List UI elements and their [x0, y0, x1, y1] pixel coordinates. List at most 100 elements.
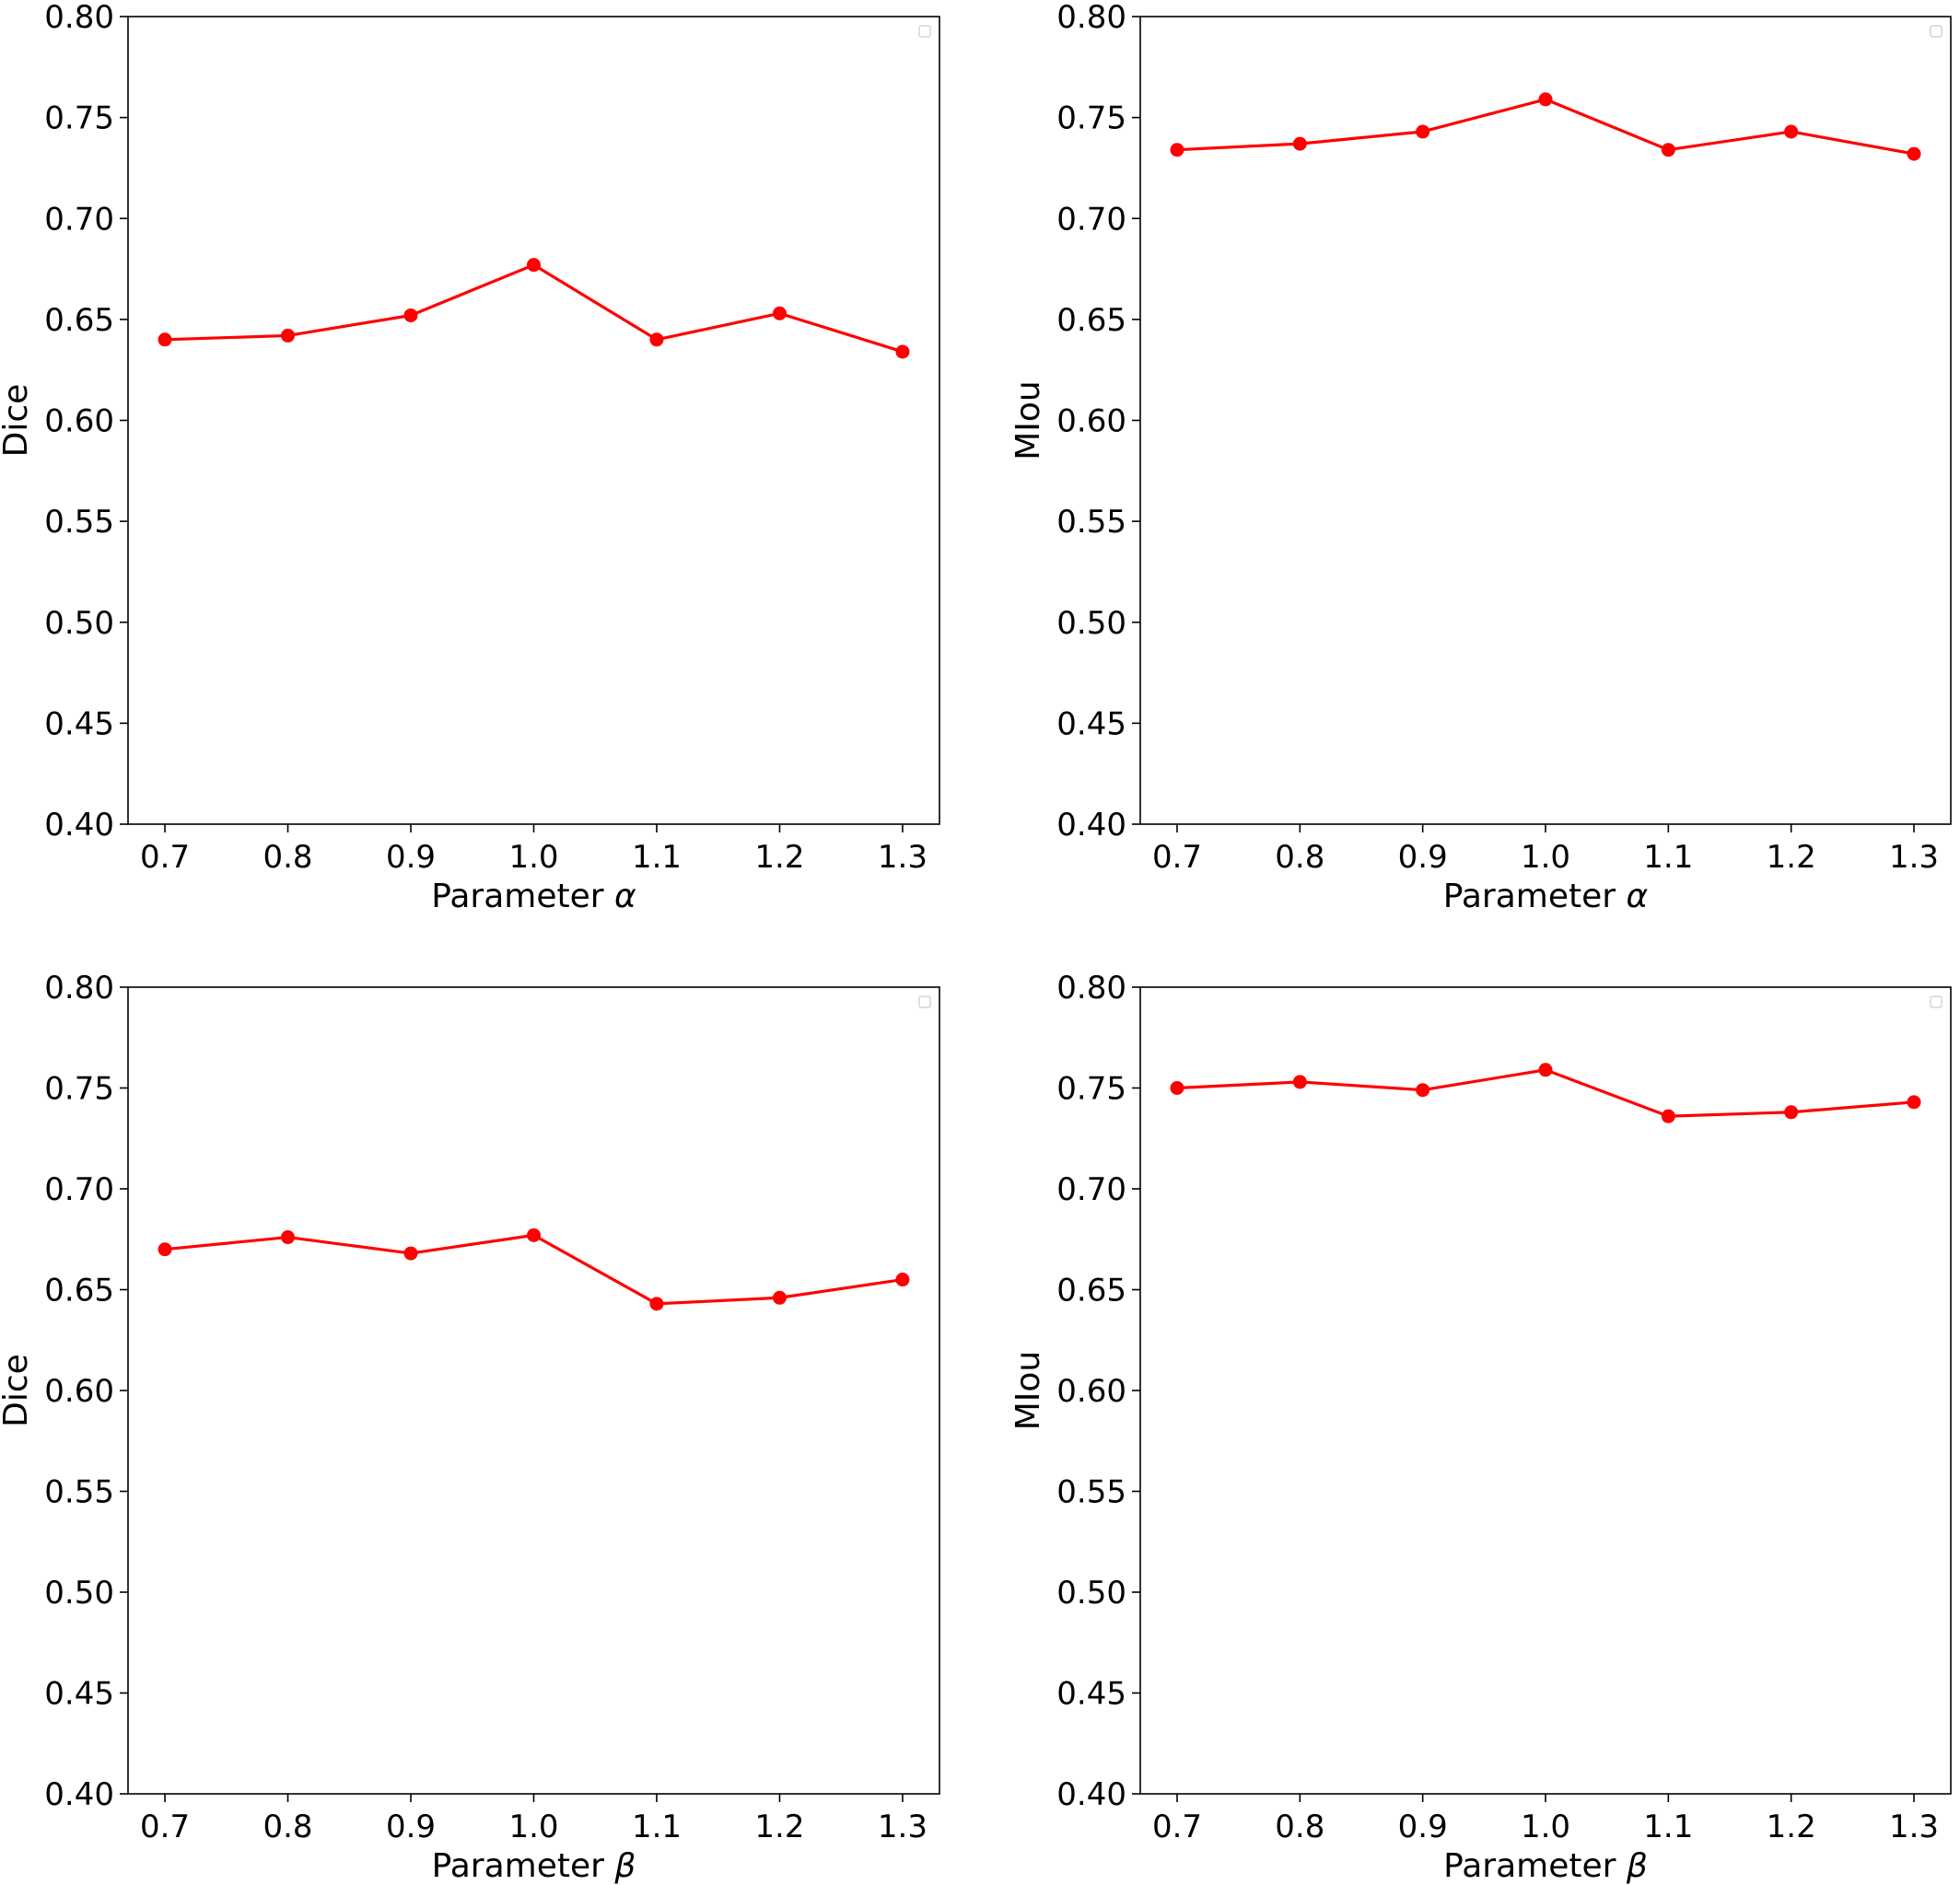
- y-axis-label: Dice: [0, 384, 35, 458]
- data-point: [1784, 1105, 1799, 1120]
- x-axis-label-text: Parameter: [431, 878, 614, 915]
- data-point: [1538, 1063, 1553, 1077]
- y-tick-label: 0.70: [44, 1171, 114, 1208]
- y-tick-label: 0.45: [1056, 705, 1126, 742]
- y-tick-label: 0.80: [1056, 0, 1126, 36]
- y-tick-label: 0.55: [44, 504, 114, 541]
- subplot-2: 0.40 0.45 0.50 0.55 0.60 0.65 0.70 0.75 0.80 0.7 0…: [1009, 0, 1952, 915]
- x-tick-label: 0.7: [140, 1809, 190, 1845]
- y-tick-label: 0.75: [44, 1071, 114, 1108]
- subplot-4: 0.40 0.45 0.50 0.55 0.60 0.65 0.70 0.75 0.80 0.7 0…: [1009, 970, 1952, 1885]
- x-tick-label: 1.3: [1889, 839, 1939, 876]
- data-point: [895, 344, 910, 359]
- x-axis-label: Parameter β: [432, 1847, 636, 1885]
- data-point: [403, 308, 418, 322]
- subplot-3: 0.40 0.45 0.50 0.55 0.60 0.65 0.70 0.75 0.80 0.7 0…: [0, 970, 940, 1885]
- legend-box: [918, 25, 931, 38]
- x-tick-label: 1.2: [754, 1809, 804, 1845]
- y-tick-label: 0.75: [1056, 100, 1126, 137]
- data-point: [1292, 1075, 1307, 1089]
- x-axis-label-text: Parameter: [432, 1847, 615, 1885]
- y-axis-label: MIou: [1009, 380, 1047, 460]
- x-tick-label: 1.3: [1889, 1809, 1939, 1845]
- data-point: [1907, 1095, 1921, 1110]
- y-tick-label: 0.65: [1056, 302, 1126, 339]
- data-point: [772, 306, 787, 320]
- data-point: [1170, 1081, 1184, 1095]
- data-point: [281, 328, 296, 343]
- x-tick-label: 1.3: [878, 1809, 928, 1845]
- y-tick-label: 0.40: [44, 1776, 114, 1813]
- x-axis-label: Parameter α: [1443, 878, 1649, 915]
- data-point: [1416, 1083, 1430, 1098]
- x-tick-label: 0.9: [386, 839, 436, 876]
- x-tick-label: 1.1: [632, 839, 682, 876]
- x-tick-label: 1.0: [1521, 1809, 1570, 1845]
- data-point: [1661, 1109, 1675, 1123]
- x-axis-label-symbol: α: [1627, 878, 1649, 915]
- x-axis-label-symbol: α: [614, 878, 636, 915]
- y-tick-label: 0.50: [44, 1575, 114, 1612]
- data-point: [1170, 143, 1184, 157]
- x-tick-label: 0.8: [1275, 839, 1324, 876]
- y-tick-label: 0.45: [44, 1676, 114, 1713]
- x-tick-label: 0.8: [262, 839, 312, 876]
- x-axis-label-symbol: β: [613, 1847, 636, 1885]
- y-tick-label: 0.50: [1056, 605, 1126, 642]
- legend-box: [1930, 25, 1942, 38]
- x-tick-label: 0.7: [140, 839, 190, 876]
- x-tick-label: 0.9: [1398, 1809, 1448, 1845]
- y-tick-label: 0.75: [44, 100, 114, 137]
- x-tick-label: 0.9: [1398, 839, 1448, 876]
- y-tick-label: 0.80: [44, 0, 114, 36]
- x-tick-label: 0.8: [1275, 1809, 1324, 1845]
- y-tick-label: 0.55: [1056, 1474, 1126, 1511]
- y-tick-label: 0.65: [44, 302, 114, 339]
- x-tick-label: 0.8: [262, 1809, 312, 1845]
- data-point: [281, 1230, 296, 1245]
- x-tick-label: 0.7: [1152, 1809, 1202, 1845]
- x-tick-label: 1.2: [1767, 1809, 1816, 1845]
- data-point: [649, 1297, 664, 1311]
- data-point: [649, 332, 664, 347]
- data-point: [527, 258, 541, 273]
- data-point: [1416, 124, 1430, 139]
- y-tick-label: 0.70: [1056, 201, 1126, 238]
- data-point: [1661, 143, 1675, 157]
- x-axis-label-text: Parameter: [1443, 1847, 1627, 1885]
- y-tick-label: 0.55: [1056, 504, 1126, 541]
- y-tick-label: 0.65: [44, 1273, 114, 1309]
- data-point: [158, 1242, 172, 1257]
- y-tick-label: 0.80: [44, 970, 114, 1006]
- data-point: [158, 332, 172, 347]
- x-tick-label: 1.2: [1767, 839, 1816, 876]
- x-axis-label-text: Parameter: [1443, 878, 1627, 915]
- data-point: [1907, 146, 1921, 161]
- y-tick-label: 0.60: [1056, 403, 1126, 440]
- y-tick-label: 0.75: [1056, 1071, 1126, 1108]
- x-tick-label: 1.0: [508, 1809, 558, 1845]
- data-point: [895, 1273, 910, 1287]
- x-tick-label: 1.0: [508, 839, 558, 876]
- y-tick-label: 0.50: [1056, 1575, 1126, 1612]
- y-tick-label: 0.40: [44, 807, 114, 844]
- y-tick-label: 0.55: [44, 1474, 114, 1511]
- x-tick-label: 1.1: [632, 1809, 682, 1845]
- y-tick-label: 0.40: [1056, 1776, 1126, 1813]
- legend-box: [918, 995, 931, 1008]
- data-point: [1292, 136, 1307, 151]
- x-tick-label: 1.1: [1643, 839, 1693, 876]
- y-tick-label: 0.70: [44, 201, 114, 238]
- y-tick-label: 0.70: [1056, 1171, 1126, 1208]
- x-tick-label: 1.3: [878, 839, 928, 876]
- data-point: [772, 1290, 787, 1305]
- x-tick-label: 1.1: [1643, 1809, 1693, 1845]
- data-point: [403, 1246, 418, 1261]
- y-tick-label: 0.60: [1056, 1373, 1126, 1410]
- legend-box: [1930, 995, 1942, 1008]
- x-axis-label: Parameter α: [431, 878, 636, 915]
- y-tick-label: 0.65: [1056, 1273, 1126, 1309]
- x-tick-label: 0.7: [1152, 839, 1202, 876]
- subplot-1: 0.40 0.45 0.50 0.55 0.60 0.65 0.70 0.75 0.80 0.7 0…: [0, 0, 940, 915]
